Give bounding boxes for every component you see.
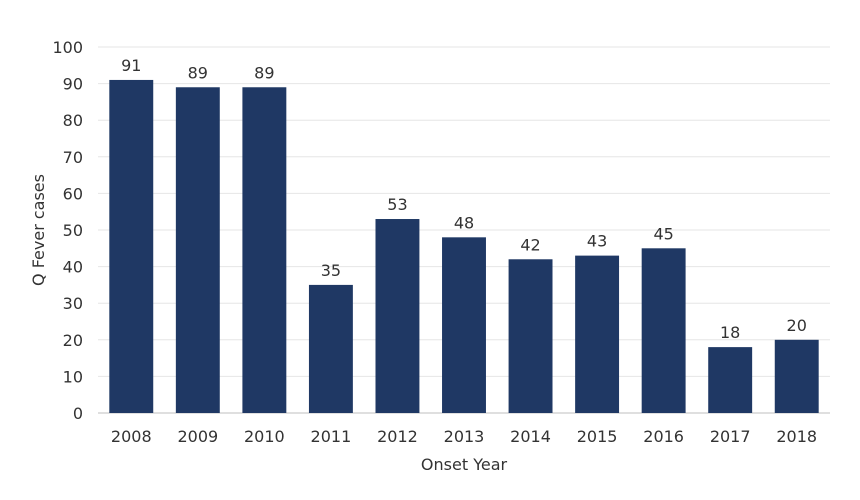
- bar: [242, 87, 287, 413]
- x-tick-label: 2010: [244, 427, 285, 446]
- y-tick-label: 90: [63, 75, 83, 94]
- bar: [375, 219, 420, 413]
- y-tick-label: 80: [63, 111, 83, 130]
- y-tick-label: 100: [52, 38, 83, 57]
- data-label: 18: [720, 323, 740, 342]
- y-tick-label: 40: [63, 258, 83, 277]
- data-label: 43: [587, 232, 607, 251]
- bar: [508, 259, 553, 413]
- bar: [442, 237, 486, 413]
- data-label: 48: [454, 213, 474, 232]
- data-label: 45: [653, 224, 673, 243]
- bar: [575, 255, 620, 413]
- y-tick-label: 20: [63, 331, 83, 350]
- bar: [774, 339, 819, 413]
- data-labels: 91 89 89 35 53 48 42 43 45 18 20: [121, 56, 807, 342]
- x-tick-label: 2017: [710, 427, 751, 446]
- y-tick-label: 10: [63, 367, 83, 386]
- x-tick-label: 2011: [311, 427, 352, 446]
- x-tick-label: 2016: [643, 427, 684, 446]
- y-tick-label: 50: [63, 221, 83, 240]
- data-label: 91: [121, 56, 141, 75]
- y-axis-title: Q Fever cases: [29, 174, 48, 286]
- bar: [175, 87, 220, 413]
- x-tick-label: 2015: [577, 427, 618, 446]
- bar: [109, 79, 154, 413]
- x-tick-label: 2012: [377, 427, 418, 446]
- y-axis-ticks: 0 10 20 30 40 50 60 70 80 90 100: [52, 38, 83, 423]
- bars: [109, 79, 819, 413]
- x-tick-label: 2013: [444, 427, 485, 446]
- data-label: 53: [387, 195, 407, 214]
- data-label: 20: [787, 316, 807, 335]
- data-label: 35: [321, 261, 341, 280]
- y-tick-label: 60: [63, 184, 83, 203]
- y-tick-label: 0: [73, 404, 83, 423]
- x-tick-label: 2018: [776, 427, 817, 446]
- bar: [708, 347, 753, 413]
- bar: [308, 284, 353, 413]
- data-label: 42: [520, 235, 540, 254]
- data-label: 89: [188, 63, 208, 82]
- y-tick-label: 30: [63, 294, 83, 313]
- x-tick-label: 2009: [177, 427, 218, 446]
- x-axis-title: Onset Year: [421, 455, 508, 474]
- data-label: 89: [254, 63, 274, 82]
- y-tick-label: 70: [63, 148, 83, 167]
- bar: [641, 248, 686, 413]
- x-axis-ticks: 2008 2009 2010 2011 2012 2013 2014 2015 2016 2017…: [111, 427, 817, 446]
- x-tick-label: 2014: [510, 427, 551, 446]
- x-tick-label: 2008: [111, 427, 152, 446]
